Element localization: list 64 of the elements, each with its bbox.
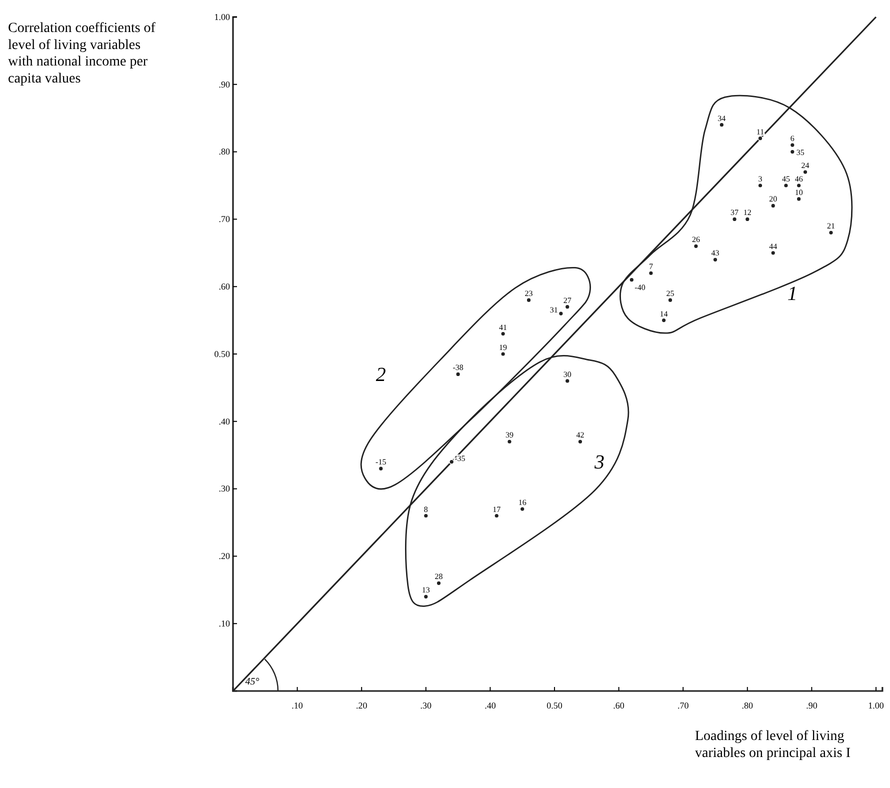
annotation: 46 <box>794 174 803 184</box>
annotation: 24 <box>801 161 810 170</box>
annotation: 44 <box>769 242 778 251</box>
annotation: 7 <box>648 262 653 272</box>
annotation: 30 <box>563 370 572 379</box>
annotation: 42 <box>576 430 584 440</box>
y-tick-label: .10 <box>218 618 230 628</box>
annotation: 13 <box>422 586 430 595</box>
annotation: 45° <box>245 676 260 688</box>
annotation: 12 <box>743 208 752 218</box>
annotation: 27 <box>563 296 572 305</box>
x-axis-title: Loadings of level of living variables on principal axis I <box>695 729 851 761</box>
annotation: 10 <box>794 188 803 197</box>
y-tick-label: .40 <box>218 416 230 426</box>
annotation: 20 <box>769 194 778 204</box>
x-tick-label: .40 <box>484 700 496 710</box>
x-tick-label: .80 <box>742 700 754 710</box>
x-tick-label: 1.00 <box>868 700 884 710</box>
annotation: 1 <box>787 283 798 306</box>
annotation: 34 <box>718 114 726 123</box>
y-axis-title: Correlation coefficients of level of living variables with national income per capita values <box>8 21 156 86</box>
annotation: 26 <box>692 235 700 244</box>
annotation: 35 <box>796 148 804 157</box>
y-tick-label: .90 <box>218 79 230 90</box>
y-tick-label: .60 <box>218 281 230 292</box>
y-tick-label: .70 <box>218 214 230 224</box>
annotation: 17 <box>492 504 501 514</box>
annotation: 21 <box>826 222 835 231</box>
annotation: 6 <box>790 134 794 144</box>
annotation: 41 <box>499 322 508 332</box>
annotation: 45 <box>782 174 790 184</box>
x-tick-label: .20 <box>356 700 368 710</box>
annotation: 43 <box>711 248 720 258</box>
x-tick-label: .60 <box>613 700 625 710</box>
annotation: 3 <box>594 452 605 474</box>
point <box>758 136 763 141</box>
annotation: 28 <box>434 572 443 582</box>
annotation: 3 <box>758 174 762 184</box>
annotation: 2 <box>376 364 386 386</box>
annotation: -15 <box>376 458 386 467</box>
annotation: 11 <box>756 127 764 136</box>
annotation: 31 <box>550 306 558 315</box>
y-tick-label: .20 <box>218 551 230 562</box>
annotation: 19 <box>499 343 508 352</box>
annotation: 37 <box>730 208 739 218</box>
annotation: -35 <box>454 454 466 463</box>
annotation: 16 <box>518 498 526 508</box>
y-tick-label: .30 <box>218 484 230 494</box>
y-tick-label: .80 <box>218 146 230 157</box>
x-tick-label: .30 <box>420 700 432 710</box>
annotation: 8 <box>424 504 428 514</box>
annotation: -38 <box>452 363 464 372</box>
y-tick-label: 0.50 <box>214 348 230 359</box>
x-tick-label: .90 <box>806 700 818 710</box>
point <box>449 459 454 464</box>
x-tick-label: .10 <box>292 700 304 710</box>
annotation: -40 <box>634 282 646 292</box>
annotation: 39 <box>505 430 514 440</box>
x-tick-label: .70 <box>677 700 690 710</box>
annotation: 23 <box>524 289 533 298</box>
y-tick-label: 1.00 <box>214 12 230 22</box>
annotation: 14 <box>660 309 668 318</box>
annotation: 25 <box>666 289 674 298</box>
x-tick-label: 0.50 <box>546 700 563 710</box>
